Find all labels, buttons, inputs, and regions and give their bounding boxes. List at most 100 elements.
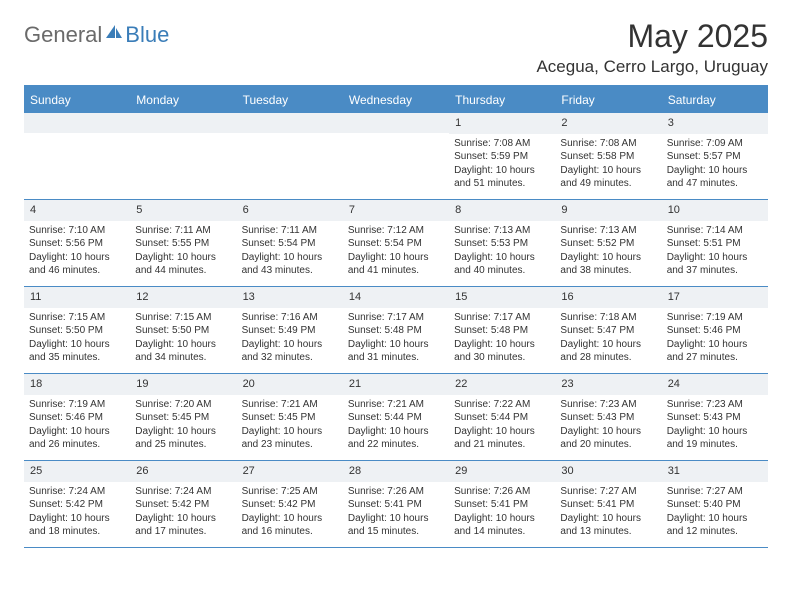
- title-block: May 2025 Acegua, Cerro Largo, Uruguay: [536, 18, 768, 77]
- day-content: Sunrise: 7:21 AMSunset: 5:45 PMDaylight:…: [237, 395, 343, 456]
- day-cell: 9Sunrise: 7:13 AMSunset: 5:52 PMDaylight…: [555, 200, 661, 286]
- day-cell: 3Sunrise: 7:09 AMSunset: 5:57 PMDaylight…: [662, 113, 768, 199]
- location-subtitle: Acegua, Cerro Largo, Uruguay: [536, 57, 768, 77]
- sunrise-line: Sunrise: 7:21 AM: [242, 398, 338, 412]
- day-cell: 27Sunrise: 7:25 AMSunset: 5:42 PMDayligh…: [237, 461, 343, 547]
- day-cell: 12Sunrise: 7:15 AMSunset: 5:50 PMDayligh…: [130, 287, 236, 373]
- sunset-line: Sunset: 5:41 PM: [454, 498, 550, 512]
- daylight-line: Daylight: 10 hours and 47 minutes.: [667, 164, 763, 191]
- day-header: Thursday: [449, 87, 555, 113]
- daylight-line: Daylight: 10 hours and 26 minutes.: [29, 425, 125, 452]
- sunset-line: Sunset: 5:47 PM: [560, 324, 656, 338]
- daylight-line: Daylight: 10 hours and 43 minutes.: [242, 251, 338, 278]
- calendar-page: General Blue May 2025 Acegua, Cerro Larg…: [0, 0, 792, 548]
- daylight-line: Daylight: 10 hours and 51 minutes.: [454, 164, 550, 191]
- day-cell: 14Sunrise: 7:17 AMSunset: 5:48 PMDayligh…: [343, 287, 449, 373]
- day-number: 2: [555, 113, 661, 134]
- daylight-line: Daylight: 10 hours and 38 minutes.: [560, 251, 656, 278]
- sunrise-line: Sunrise: 7:14 AM: [667, 224, 763, 238]
- day-number: 16: [555, 287, 661, 308]
- empty-day-cell: [237, 113, 343, 199]
- day-cell: 8Sunrise: 7:13 AMSunset: 5:53 PMDaylight…: [449, 200, 555, 286]
- day-number: 9: [555, 200, 661, 221]
- day-content: Sunrise: 7:20 AMSunset: 5:45 PMDaylight:…: [130, 395, 236, 456]
- day-number: 17: [662, 287, 768, 308]
- sunset-line: Sunset: 5:59 PM: [454, 150, 550, 164]
- sunrise-line: Sunrise: 7:11 AM: [135, 224, 231, 238]
- week-row: 4Sunrise: 7:10 AMSunset: 5:56 PMDaylight…: [24, 200, 768, 287]
- daylight-line: Daylight: 10 hours and 15 minutes.: [348, 512, 444, 539]
- day-number: 24: [662, 374, 768, 395]
- day-content: Sunrise: 7:27 AMSunset: 5:40 PMDaylight:…: [662, 482, 768, 543]
- sunset-line: Sunset: 5:54 PM: [348, 237, 444, 251]
- day-number: 28: [343, 461, 449, 482]
- day-content: Sunrise: 7:26 AMSunset: 5:41 PMDaylight:…: [449, 482, 555, 543]
- daylight-line: Daylight: 10 hours and 35 minutes.: [29, 338, 125, 365]
- sunset-line: Sunset: 5:43 PM: [560, 411, 656, 425]
- day-header: Saturday: [662, 87, 768, 113]
- daylight-line: Daylight: 10 hours and 27 minutes.: [667, 338, 763, 365]
- sunset-line: Sunset: 5:58 PM: [560, 150, 656, 164]
- sunset-line: Sunset: 5:46 PM: [667, 324, 763, 338]
- day-cell: 26Sunrise: 7:24 AMSunset: 5:42 PMDayligh…: [130, 461, 236, 547]
- daylight-line: Daylight: 10 hours and 22 minutes.: [348, 425, 444, 452]
- day-cell: 2Sunrise: 7:08 AMSunset: 5:58 PMDaylight…: [555, 113, 661, 199]
- sunrise-line: Sunrise: 7:08 AM: [454, 137, 550, 151]
- sunrise-line: Sunrise: 7:24 AM: [29, 485, 125, 499]
- day-cell: 16 Sunrise: 7:18 AMSunset: 5:47 PMDayligh…: [555, 287, 661, 373]
- sunset-line: Sunset: 5:44 PM: [454, 411, 550, 425]
- daylight-line: Daylight: 10 hours and 30 minutes.: [454, 338, 550, 365]
- day-content: Sunrise: 7:11 AMSunset: 5:54 PMDaylight:…: [237, 221, 343, 282]
- daylight-line: Daylight: 10 hours and 16 minutes.: [242, 512, 338, 539]
- day-header: Wednesday: [343, 87, 449, 113]
- day-content: Sunrise: 7:13 AMSunset: 5:52 PMDaylight:…: [555, 221, 661, 282]
- day-number: 20: [237, 374, 343, 395]
- daylight-line: Daylight: 10 hours and 37 minutes.: [667, 251, 763, 278]
- day-number: 1: [449, 113, 555, 134]
- day-number: 5: [130, 200, 236, 221]
- day-number: 26: [130, 461, 236, 482]
- day-number: 4: [24, 200, 130, 221]
- day-content: Sunrise: 7:15 AMSunset: 5:50 PMDaylight:…: [130, 308, 236, 369]
- sunset-line: Sunset: 5:46 PM: [29, 411, 125, 425]
- day-cell: 24Sunrise: 7:23 AMSunset: 5:43 PMDayligh…: [662, 374, 768, 460]
- day-cell: 1 Sunrise: 7:08 AMSunset: 5:59 PMDaylight…: [449, 113, 555, 199]
- logo: General Blue: [24, 22, 169, 48]
- sunrise-line: Sunrise: 7:26 AM: [348, 485, 444, 499]
- day-cell: 28Sunrise: 7:26 AMSunset: 5:41 PMDayligh…: [343, 461, 449, 547]
- logo-sail-icon: [104, 23, 124, 46]
- daylight-line: Daylight: 10 hours and 44 minutes.: [135, 251, 231, 278]
- sunset-line: Sunset: 5:50 PM: [135, 324, 231, 338]
- day-number: 25: [24, 461, 130, 482]
- day-cell: 4Sunrise: 7:10 AMSunset: 5:56 PMDaylight…: [24, 200, 130, 286]
- day-header-row: SundayMondayTuesdayWednesdayThursdayFrid…: [24, 87, 768, 113]
- day-number: 23: [555, 374, 661, 395]
- day-cell: 18Sunrise: 7:19 AMSunset: 5:46 PMDayligh…: [24, 374, 130, 460]
- daylight-line: Daylight: 10 hours and 32 minutes.: [242, 338, 338, 365]
- sunrise-line: Sunrise: 7:18 AM: [560, 311, 656, 325]
- daylight-line: Daylight: 10 hours and 49 minutes.: [560, 164, 656, 191]
- sunset-line: Sunset: 5:45 PM: [135, 411, 231, 425]
- day-cell: 30Sunrise: 7:27 AMSunset: 5:41 PMDayligh…: [555, 461, 661, 547]
- day-cell: 11Sunrise: 7:15 AMSunset: 5:50 PMDayligh…: [24, 287, 130, 373]
- daylight-line: Daylight: 10 hours and 21 minutes.: [454, 425, 550, 452]
- empty-day-cell: [24, 113, 130, 199]
- sunset-line: Sunset: 5:52 PM: [560, 237, 656, 251]
- sunset-line: Sunset: 5:48 PM: [454, 324, 550, 338]
- logo-text-general: General: [24, 22, 102, 48]
- daylight-line: Daylight: 10 hours and 28 minutes.: [560, 338, 656, 365]
- day-number: 18: [24, 374, 130, 395]
- day-content: Sunrise: 7:12 AMSunset: 5:54 PMDaylight:…: [343, 221, 449, 282]
- daylight-line: Daylight: 10 hours and 17 minutes.: [135, 512, 231, 539]
- day-content: Sunrise: 7:09 AMSunset: 5:57 PMDaylight:…: [662, 134, 768, 195]
- sunset-line: Sunset: 5:41 PM: [560, 498, 656, 512]
- day-content: Sunrise: 7:19 AMSunset: 5:46 PMDaylight:…: [662, 308, 768, 369]
- daylight-line: Daylight: 10 hours and 14 minutes.: [454, 512, 550, 539]
- daylight-line: Daylight: 10 hours and 20 minutes.: [560, 425, 656, 452]
- sunrise-line: Sunrise: 7:27 AM: [560, 485, 656, 499]
- day-cell: 31Sunrise: 7:27 AMSunset: 5:40 PMDayligh…: [662, 461, 768, 547]
- sunrise-line: Sunrise: 7:12 AM: [348, 224, 444, 238]
- daylight-line: Daylight: 10 hours and 40 minutes.: [454, 251, 550, 278]
- day-content: Sunrise: 7:13 AMSunset: 5:53 PMDaylight:…: [449, 221, 555, 282]
- day-content: Sunrise: 7:19 AMSunset: 5:46 PMDaylight:…: [24, 395, 130, 456]
